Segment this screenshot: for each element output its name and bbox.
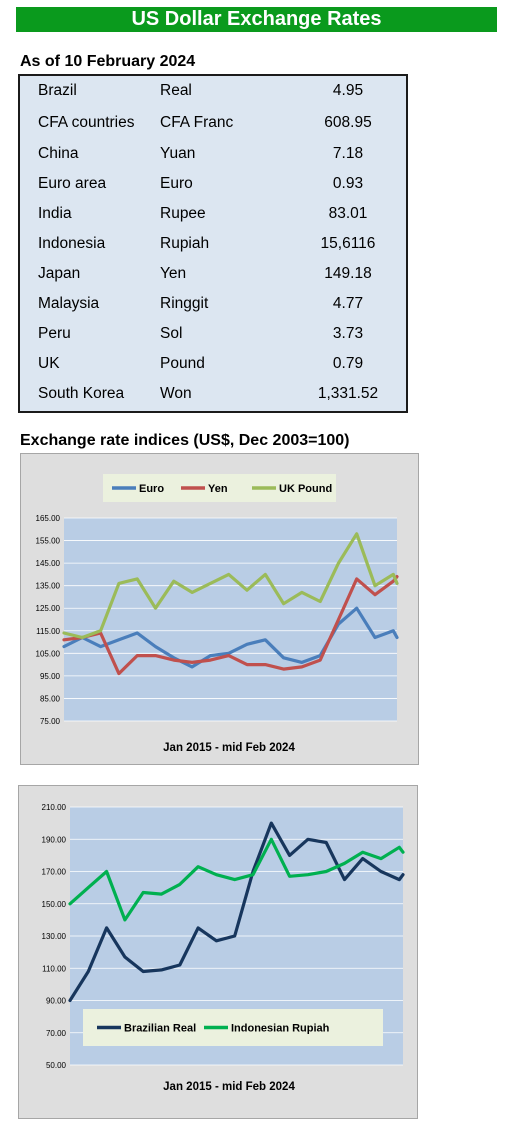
chart-real-rupiah: 50.00 70.00 90.00 110.00 130.00 150.00 170.00 1…	[18, 785, 418, 1119]
y-tick-label: 150.00	[42, 900, 67, 909]
rate-value: 3.73	[332, 325, 364, 342]
rate-value: 7.18	[332, 145, 364, 162]
rate-value: 83.01	[328, 205, 368, 222]
y-tick-label: 105.00	[36, 649, 61, 658]
page-title: US Dollar Exchange Rates	[16, 7, 497, 32]
rate-currency: Sol	[160, 325, 183, 342]
y-tick-label: 90.00	[46, 997, 67, 1006]
rate-row: UK Pound 0.79	[20, 349, 406, 379]
y-tick-label: 165.00	[36, 514, 61, 523]
series-line-indonesian-rupiah	[68, 837, 405, 922]
rate-country: Euro area	[38, 175, 107, 192]
x-axis-label: Jan 2015 - mid Feb 2024	[163, 742, 295, 754]
rate-value: 1,331.52	[317, 385, 379, 402]
rate-row: China Yuan 7.18	[20, 139, 406, 169]
chart-euro-yen-pound: 75.00 85.00 95.00 105.00 115.00 125.00 135.00 1…	[20, 453, 419, 765]
y-tick-label: 135.00	[36, 582, 61, 591]
rate-row: Peru Sol 3.73	[20, 319, 406, 349]
y-tick-label: 190.00	[42, 835, 67, 844]
rate-currency: Won	[160, 385, 192, 402]
rate-country: South Korea	[38, 385, 125, 402]
rate-value: 149.18	[324, 265, 372, 282]
chart-euro-yen-pound-svg: 75.00 85.00 95.00 105.00 115.00 125.00 135.00 1…	[36, 474, 399, 754]
rate-value: 608.95	[324, 113, 372, 131]
y-tick-label: 145.00	[36, 559, 61, 568]
rate-value: 4.95	[332, 82, 364, 99]
rate-row: Brazil Real 4.95	[20, 76, 406, 106]
series-line-brazilian-real	[68, 821, 405, 1003]
y-tick-label: 85.00	[40, 694, 61, 703]
rate-currency: CFA Franc	[160, 113, 234, 131]
y-tick-label: 130.00	[42, 932, 67, 941]
series-line-yen	[62, 574, 399, 676]
indices-section-title: Exchange rate indices (US$, Dec 2003=100…	[20, 432, 350, 449]
rate-value: 0.79	[332, 355, 364, 372]
chart-real-rupiah-svg: 50.00 70.00 90.00 110.00 130.00 150.00 170.00 1…	[42, 803, 405, 1093]
legend-box	[103, 474, 336, 502]
rate-country: Indonesia	[38, 235, 106, 252]
legend-box	[83, 1009, 383, 1046]
rate-row: Indonesia Rupiah 15,6116	[20, 229, 406, 259]
rate-country: UK	[38, 355, 60, 372]
rate-currency: Ringgit	[160, 295, 209, 312]
legend-entry: Indonesian Rupiah	[231, 1023, 330, 1035]
y-tick-label: 110.00	[42, 964, 66, 973]
rate-value: 15,6116	[320, 235, 376, 252]
rate-currency: Euro	[160, 175, 193, 192]
rate-row: India Rupee 83.01	[20, 199, 406, 229]
series-line-euro	[62, 606, 399, 669]
rate-country: Malaysia	[38, 295, 100, 312]
rate-country: India	[38, 205, 72, 222]
rate-row: Japan Yen 149.18	[20, 259, 406, 289]
rate-currency: Yuan	[160, 145, 196, 162]
rate-country: Peru	[38, 325, 71, 342]
legend-entry: UK Pound	[279, 483, 332, 495]
x-axis-label: Jan 2015 - mid Feb 2024	[163, 1081, 295, 1093]
legend-entry: Yen	[208, 483, 228, 495]
rate-value: 0.93	[332, 175, 364, 192]
as-of-date: As of 10 February 2024	[20, 53, 196, 70]
rate-country: Brazil	[38, 82, 77, 99]
y-tick-label: 75.00	[40, 717, 61, 726]
rate-country: China	[38, 145, 79, 162]
y-tick-label: 125.00	[36, 604, 61, 613]
y-tick-label: 95.00	[40, 672, 61, 681]
legend-entry: Brazilian Real	[124, 1023, 196, 1035]
y-tick-label: 155.00	[36, 537, 61, 546]
rate-currency: Rupiah	[160, 235, 210, 252]
rate-value: 4.77	[332, 295, 364, 312]
rate-row: CFA countries CFA Franc 608.95	[20, 106, 406, 139]
y-tick-label: 210.00	[42, 803, 67, 812]
rate-country: CFA countries	[38, 113, 135, 131]
rate-country: Japan	[38, 265, 81, 282]
rate-row: Malaysia Ringgit 4.77	[20, 289, 406, 319]
y-tick-label: 170.00	[42, 868, 67, 877]
rate-currency: Rupee	[160, 205, 206, 222]
rate-row: Euro area Euro 0.93	[20, 169, 406, 199]
y-tick-label: 50.00	[46, 1061, 67, 1070]
legend-entry: Euro	[139, 483, 164, 495]
y-tick-label: 70.00	[46, 1029, 67, 1038]
y-tick-label: 115.00	[36, 627, 60, 636]
exchange-rates-table-box: Brazil Real 4.95 CFA countries CFA Franc 608.…	[18, 74, 408, 413]
rate-row: South Korea Won 1,331.52	[20, 379, 406, 409]
rate-currency: Pound	[160, 355, 205, 372]
rate-currency: Real	[160, 82, 192, 99]
exchange-rates-table: Brazil Real 4.95 CFA countries CFA Franc 608.…	[20, 76, 406, 409]
rate-currency: Yen	[160, 265, 187, 282]
series-line-uk-pound	[62, 532, 399, 640]
